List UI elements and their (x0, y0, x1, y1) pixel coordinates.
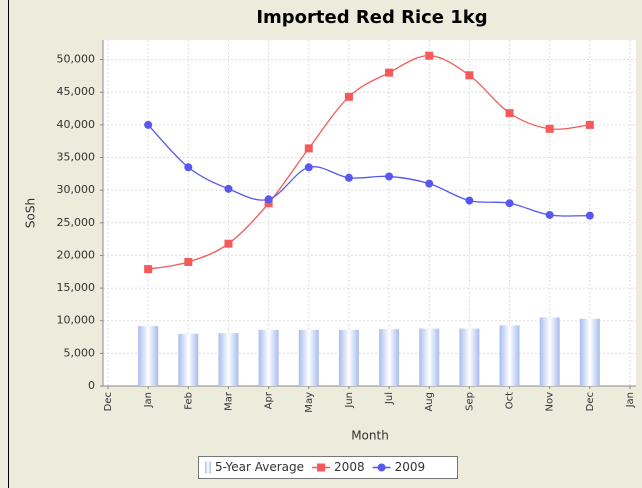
marker (344, 92, 353, 101)
x-tick-label: Nov (545, 392, 556, 412)
x-tick-label: Oct (505, 392, 516, 409)
bar (258, 329, 279, 386)
x-tick-label: Apr (264, 391, 275, 409)
legend-label: 2008 (334, 460, 365, 474)
marker (385, 68, 394, 77)
y-tick-label: 50,000 (57, 53, 96, 66)
marker (304, 163, 313, 172)
bar (579, 318, 600, 386)
x-tick-label: Feb (183, 392, 194, 410)
bar (298, 329, 319, 386)
bar (338, 329, 359, 386)
x-tick-label: Aug (424, 392, 435, 412)
marker (184, 163, 193, 172)
bar (379, 329, 400, 386)
legend-label: 5-Year Average (215, 460, 304, 474)
y-tick-label: 45,000 (57, 85, 96, 98)
y-tick-label: 35,000 (57, 151, 96, 164)
marker (224, 184, 233, 193)
marker (385, 172, 394, 181)
x-tick-label: May (304, 392, 315, 413)
x-tick-label: Jun (344, 392, 355, 409)
y-tick-label: 15,000 (57, 281, 96, 294)
marker (545, 210, 554, 219)
marker (344, 173, 353, 182)
marker (585, 211, 594, 220)
y-tick-label: 40,000 (57, 118, 96, 131)
y-tick-label: 20,000 (57, 248, 96, 261)
x-tick-label: Jan (143, 392, 154, 408)
x-tick-label: Sep (464, 392, 475, 411)
marker (304, 144, 313, 153)
marker (425, 51, 434, 60)
marker (465, 196, 474, 205)
chart-title: Imported Red Rice 1kg (256, 7, 487, 28)
marker (144, 120, 153, 129)
legend-label: 2009 (395, 460, 426, 474)
marker (264, 195, 273, 204)
x-axis-label: Month (351, 429, 389, 443)
legend-swatch (205, 461, 211, 474)
x-tick-label: Jul (384, 392, 395, 405)
legend-swatch (317, 463, 326, 472)
marker (425, 179, 434, 188)
bar (419, 328, 440, 386)
y-tick-label: 5,000 (64, 346, 96, 359)
marker (505, 109, 514, 118)
x-tick-label: Mar (223, 391, 234, 411)
marker (465, 71, 474, 80)
y-tick-label: 10,000 (57, 314, 96, 327)
marker (224, 239, 233, 248)
y-axis-label: SoSh (24, 198, 38, 228)
bar (459, 328, 480, 386)
y-tick-label: 30,000 (57, 183, 96, 196)
legend-swatch (377, 463, 386, 472)
y-tick-label: 0 (88, 379, 95, 392)
bar (178, 333, 199, 386)
marker (144, 265, 153, 274)
marker (545, 124, 554, 133)
y-tick-label: 25,000 (57, 216, 96, 229)
bar (539, 317, 560, 386)
bar (499, 325, 520, 386)
bar (218, 333, 239, 386)
x-tick-label: Jan (625, 392, 636, 408)
x-tick-label: Dec (103, 392, 114, 411)
bar (138, 325, 159, 386)
marker (505, 199, 514, 208)
marker (585, 120, 594, 129)
x-tick-label: Dec (585, 392, 596, 411)
marker (184, 257, 193, 266)
